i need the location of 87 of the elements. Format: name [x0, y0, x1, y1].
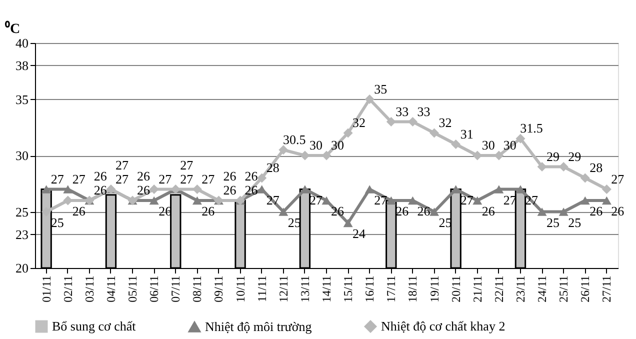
- data-label: 27: [202, 171, 216, 186]
- data-label: 26: [244, 182, 258, 198]
- data-label: 24: [352, 226, 366, 241]
- x-tick-label: 08/11: [190, 276, 204, 302]
- data-label: 27: [266, 192, 280, 208]
- data-label: 30: [331, 138, 344, 152]
- data-label: 27: [180, 171, 194, 186]
- x-tick-label: 01/11: [39, 276, 54, 302]
- x-tick-label: 24/11: [535, 276, 550, 302]
- data-label: 26: [94, 168, 108, 184]
- data-label: 26: [482, 204, 496, 218]
- data-label: 25: [546, 214, 560, 230]
- data-label: 26: [94, 182, 108, 198]
- data-label: 26: [417, 204, 431, 218]
- y-tick-label: 23: [16, 226, 28, 242]
- legend-label: Nhiệt độ môi trường: [205, 318, 312, 334]
- data-label: 27: [115, 171, 129, 186]
- x-tick-label: 26/11: [578, 276, 592, 302]
- point: [430, 128, 440, 138]
- x-tick-label: 09/11: [212, 276, 226, 302]
- data-label: 29: [568, 148, 582, 164]
- data-label: 26: [396, 204, 410, 218]
- data-label: 28: [590, 160, 603, 175]
- data-label: 30: [309, 138, 322, 152]
- x-tick-label: 10/11: [233, 276, 248, 302]
- x-tick-label: 23/11: [513, 276, 528, 302]
- data-label: 26: [202, 204, 216, 218]
- data-label: 25: [568, 214, 582, 230]
- data-label: 27: [611, 171, 625, 186]
- data-label: 32: [352, 115, 366, 130]
- x-tick-label: 16/11: [362, 276, 377, 302]
- x-tick-label: 07/11: [168, 276, 183, 302]
- data-label: 31.5: [520, 120, 543, 136]
- y-tick-label: 20: [16, 260, 28, 276]
- x-tick-label: 06/11: [147, 276, 162, 302]
- legend-label: Nhiệt độ cơ chất khay 2: [381, 318, 506, 334]
- data-label: 27: [374, 192, 388, 208]
- data-label: 35: [374, 81, 388, 96]
- x-tick-label: 27/11: [600, 276, 614, 302]
- data-label: 30.5: [283, 132, 306, 147]
- data-label: 27: [72, 171, 86, 186]
- x-tick-label: 25/11: [556, 276, 571, 302]
- x-tick-label: 14/11: [320, 276, 334, 302]
- x-tick-label: 05/11: [126, 276, 140, 302]
- x-tick-label: 12/11: [276, 276, 290, 302]
- x-tick-label: 02/11: [60, 276, 75, 302]
- data-label: 29: [546, 148, 560, 164]
- y-tick-label: 35: [16, 92, 28, 107]
- data-label: 27: [50, 171, 64, 186]
- data-label: 26: [611, 204, 625, 218]
- data-label: 27: [180, 157, 194, 172]
- y-tick-label: 38: [16, 58, 28, 73]
- y-tick-label: 30: [16, 148, 28, 163]
- x-tick-label: 20/11: [448, 276, 463, 302]
- x-tick-label: 11/11: [254, 276, 269, 302]
- x-tick-label: 15/11: [341, 276, 356, 302]
- data-label: 26: [244, 168, 258, 184]
- data-label: 30: [503, 138, 516, 152]
- data-label: 27: [115, 157, 129, 172]
- x-tick-label: 04/11: [104, 276, 118, 302]
- x-tick-label: 13/11: [298, 276, 312, 302]
- point: [430, 208, 440, 216]
- data-label: 31: [460, 126, 474, 142]
- data-label: 26: [223, 168, 237, 184]
- data-label: 26: [590, 204, 604, 218]
- legend-label: Bổ sung cơ chất: [52, 318, 136, 334]
- x-tick-label: 03/11: [82, 276, 96, 302]
- x-tick-label: 18/11: [406, 276, 420, 302]
- y-axis-title: ⁰C: [4, 20, 20, 37]
- data-label: 26: [137, 182, 151, 198]
- data-label: 33: [396, 104, 409, 119]
- x-tick-label: 21/11: [470, 276, 484, 302]
- data-label: 30: [482, 138, 495, 152]
- data-label: 27: [309, 192, 323, 208]
- y-tick-label: 25: [16, 204, 28, 220]
- data-label: 26: [137, 168, 151, 184]
- data-label: 33: [417, 104, 430, 119]
- x-tick-label: 17/11: [384, 276, 398, 302]
- y-tick-label: 40: [16, 36, 28, 50]
- data-label: 26: [223, 182, 237, 198]
- data-label: 26: [72, 204, 86, 218]
- data-label: 27: [158, 171, 172, 186]
- data-label: 32: [438, 115, 452, 130]
- x-tick-label: 19/11: [427, 276, 442, 302]
- data-label: 28: [266, 160, 280, 175]
- x-tick-label: 22/11: [492, 276, 506, 302]
- data-label: 26: [331, 204, 344, 218]
